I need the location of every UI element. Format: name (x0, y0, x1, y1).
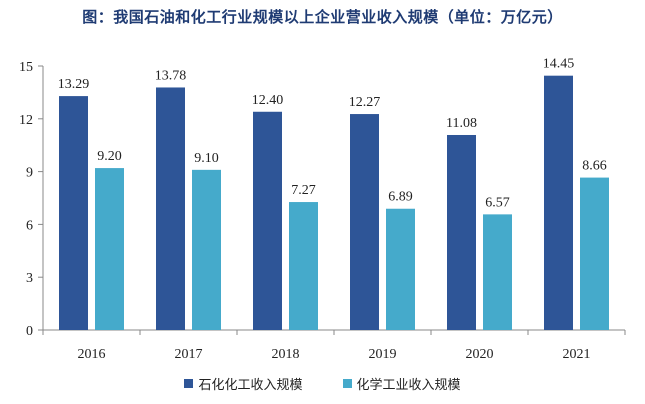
x-tick-label: 2016 (78, 347, 106, 362)
legend-label-series-2: 化学工业收入规模 (356, 378, 461, 393)
data-label-series-1: 12.27 (349, 95, 381, 110)
data-label-series-2: 9.20 (97, 149, 122, 164)
bar-series-2 (580, 177, 609, 330)
bar-series-1 (59, 96, 88, 330)
data-label-series-1: 12.40 (252, 93, 284, 108)
y-tick-label: 0 (26, 324, 33, 339)
x-tick-label: 2017 (175, 347, 203, 362)
y-tick-label: 9 (26, 166, 33, 181)
bar-series-1 (544, 75, 573, 331)
data-label-series-1: 14.45 (543, 57, 575, 72)
bar-series-1 (447, 134, 476, 330)
bar-series-1 (253, 111, 282, 330)
bar-series-2 (192, 169, 221, 330)
bar-series-1 (156, 87, 185, 330)
legend-swatch-series-2 (342, 379, 352, 388)
data-label-series-1: 11.08 (446, 116, 477, 131)
bar-series-2 (386, 208, 415, 330)
y-tick-label: 3 (26, 271, 33, 286)
x-tick-label: 2020 (466, 347, 494, 362)
data-label-series-2: 6.89 (388, 190, 413, 205)
data-label-series-2: 8.66 (582, 159, 607, 174)
data-label-series-1: 13.78 (155, 68, 187, 83)
legend-label-series-1: 石化化工收入规模 (198, 378, 303, 393)
legend: 石化化工收入规模 化学工业收入规模 (0, 374, 645, 393)
x-tick-label: 2019 (369, 347, 397, 362)
chart-title: 图：我国石油和化工行业规模以上企业营业收入规模（单位：万亿元） (82, 8, 563, 26)
bar-series-2 (483, 214, 512, 330)
x-tick-label: 2018 (272, 347, 300, 362)
data-label-series-2: 7.27 (291, 183, 316, 198)
legend-swatch-series-1 (184, 379, 194, 388)
legend-item-series-1: 石化化工收入规模 (184, 374, 303, 393)
y-tick-label: 6 (26, 218, 33, 233)
bar-series-1 (350, 114, 379, 330)
data-label-series-2: 9.10 (194, 151, 219, 166)
legend-item-series-2: 化学工业收入规模 (342, 374, 461, 393)
bar-series-2 (289, 202, 318, 330)
x-tick-label: 2021 (563, 347, 591, 362)
data-label-series-2: 6.57 (485, 195, 510, 210)
y-tick-label: 15 (19, 60, 33, 75)
data-label-series-1: 13.29 (58, 77, 90, 92)
bar-series-2 (95, 168, 124, 330)
y-tick-label: 12 (19, 113, 33, 128)
